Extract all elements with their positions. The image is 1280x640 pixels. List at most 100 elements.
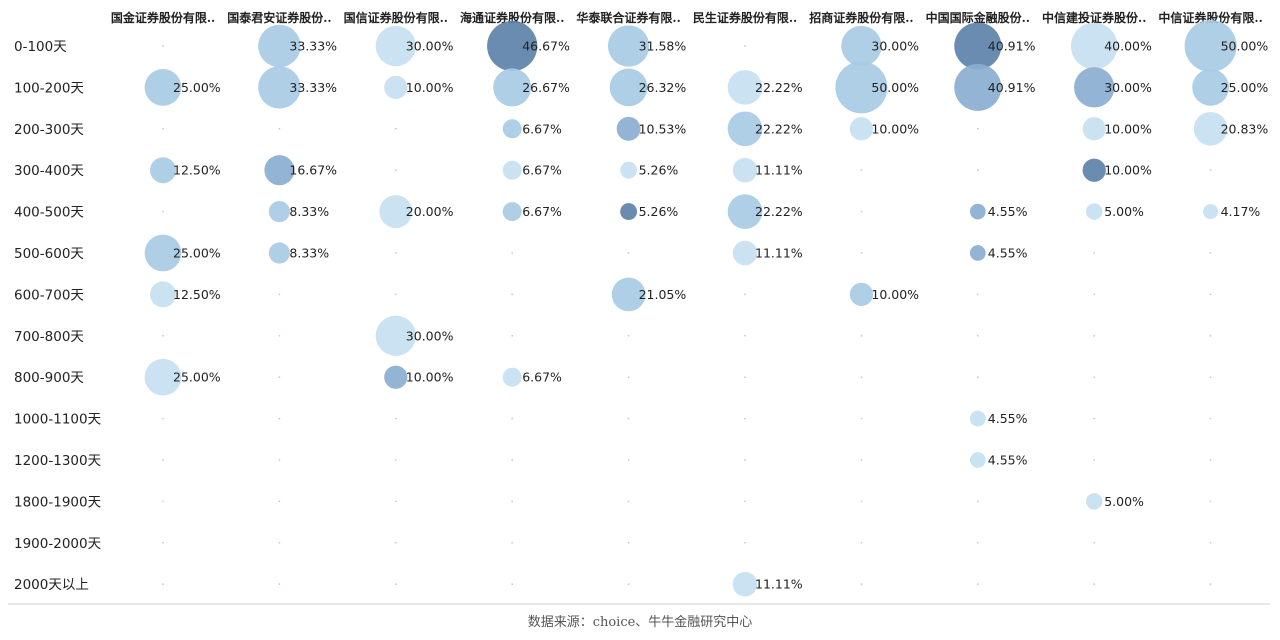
row-label: 1800-1900天 xyxy=(14,494,102,510)
grid-dot xyxy=(162,210,164,213)
grid-dot xyxy=(278,334,281,337)
value-label: 25.00% xyxy=(173,80,221,95)
value-label: 40.91% xyxy=(988,39,1036,54)
row-label: 0-100天 xyxy=(14,39,67,55)
bubble xyxy=(732,571,758,597)
value-label: 4.55% xyxy=(988,204,1028,219)
grid-dot xyxy=(627,541,630,544)
value-label: 20.00% xyxy=(406,204,454,219)
bubbles xyxy=(144,20,1237,597)
bubble xyxy=(1085,493,1103,510)
grid-dot xyxy=(744,334,746,337)
grid-dot xyxy=(162,500,164,503)
bubble xyxy=(727,194,763,229)
column-header: 国信证券股份有限.. xyxy=(344,10,448,25)
grid-dot xyxy=(511,459,514,461)
bubble xyxy=(969,203,986,220)
bubble xyxy=(607,25,650,67)
grid-dot xyxy=(162,583,164,586)
grid-dot xyxy=(744,293,746,296)
grid-dot xyxy=(1209,583,1212,586)
grid-dot xyxy=(1093,417,1096,420)
bubble xyxy=(616,116,641,141)
bubble xyxy=(487,20,538,72)
grid-dot xyxy=(511,334,514,337)
value-label: 4.55% xyxy=(988,411,1028,426)
grid-dot xyxy=(394,417,397,420)
column-header: 国泰君安证券股份.. xyxy=(227,10,331,25)
grid-dot xyxy=(1209,252,1212,254)
grid-dot xyxy=(744,417,746,420)
value-label: 33.33% xyxy=(289,80,337,95)
bubble xyxy=(732,157,758,183)
grid-dot xyxy=(278,293,281,296)
grid-dot xyxy=(627,500,630,503)
grid-dot xyxy=(1093,334,1096,337)
bubble xyxy=(502,367,522,387)
grid-dot xyxy=(976,583,979,586)
bubble xyxy=(835,61,888,114)
grid-dot xyxy=(1209,541,1212,544)
value-label: 4.55% xyxy=(988,453,1028,468)
row-label: 100-200天 xyxy=(14,80,84,96)
source-note: 数据来源：choice、牛牛金融研究中心 xyxy=(528,614,753,630)
bubble xyxy=(620,161,638,179)
value-label: 5.26% xyxy=(639,204,679,219)
grid-dot xyxy=(162,45,164,47)
bubble xyxy=(384,365,408,389)
value-label: 8.33% xyxy=(289,246,329,261)
value-label: 25.00% xyxy=(173,246,221,261)
grid-dot xyxy=(394,127,397,130)
row-label: 800-900天 xyxy=(14,370,84,386)
grid-dot xyxy=(1093,459,1096,461)
value-label: 12.50% xyxy=(173,163,221,178)
value-label: 25.00% xyxy=(1221,80,1269,95)
grid-dot xyxy=(1209,417,1212,420)
value-label: 30.00% xyxy=(406,328,454,343)
grid-dot xyxy=(511,500,514,503)
value-label: 21.05% xyxy=(639,287,687,302)
grid-dot xyxy=(860,169,863,172)
grid-dot xyxy=(1209,459,1212,461)
grid-dot xyxy=(1093,541,1096,544)
value-label: 5.26% xyxy=(639,163,679,178)
bubble xyxy=(258,24,301,68)
grid-dot xyxy=(162,417,164,420)
grid-dot xyxy=(511,583,514,586)
grid-dot xyxy=(162,127,164,130)
row-label: 300-400天 xyxy=(14,163,84,179)
bubble xyxy=(502,160,522,180)
bubble xyxy=(268,242,291,264)
grid-dot xyxy=(627,376,630,379)
grid-dot xyxy=(627,459,630,461)
row-labels: 0-100天 100-200天 200-300天 300-400天 400-500天 50… xyxy=(14,39,102,593)
row-label: 700-800天 xyxy=(14,329,84,345)
value-label: 10.00% xyxy=(871,287,919,302)
grid-dot xyxy=(860,417,863,420)
bubble xyxy=(849,282,874,307)
bubble xyxy=(258,66,301,109)
grid-dot xyxy=(860,252,863,254)
grid-dot xyxy=(278,459,281,461)
bubble xyxy=(384,75,408,100)
row-label: 2000天以上 xyxy=(14,577,89,593)
bubble xyxy=(268,200,291,223)
value-label: 10.00% xyxy=(1104,121,1152,136)
grid-dot xyxy=(976,541,979,544)
grid-dot xyxy=(976,127,979,130)
grid-dot xyxy=(860,541,863,544)
value-label: 6.67% xyxy=(522,163,562,178)
value-labels: 33.33% 30.00% 46.67% 31.58% 30.00% 40.91% 40.0… xyxy=(173,39,1268,592)
value-label: 6.67% xyxy=(522,370,562,385)
value-label: 46.67% xyxy=(522,39,570,54)
grid-dot xyxy=(278,417,281,420)
value-label: 33.33% xyxy=(289,39,337,54)
bubble xyxy=(1184,20,1237,72)
bubble xyxy=(1082,158,1106,182)
grid-dot xyxy=(278,500,281,503)
grid-dot xyxy=(744,459,746,461)
column-header: 中信证券股份有限.. xyxy=(1158,10,1262,25)
grid-dot xyxy=(1209,376,1212,379)
value-label: 6.67% xyxy=(522,121,562,136)
